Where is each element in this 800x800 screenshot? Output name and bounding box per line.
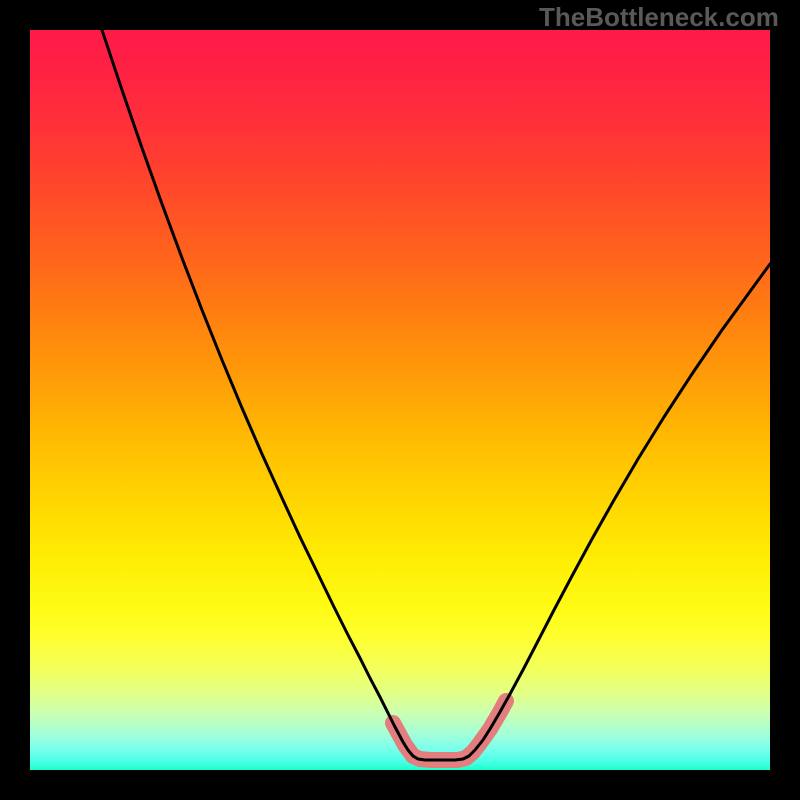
- bottleneck-chart: [0, 0, 800, 800]
- frame-bottom: [0, 770, 800, 800]
- frame-right: [770, 0, 800, 800]
- frame-left: [0, 0, 30, 800]
- watermark-text: TheBottleneck.com: [539, 2, 779, 33]
